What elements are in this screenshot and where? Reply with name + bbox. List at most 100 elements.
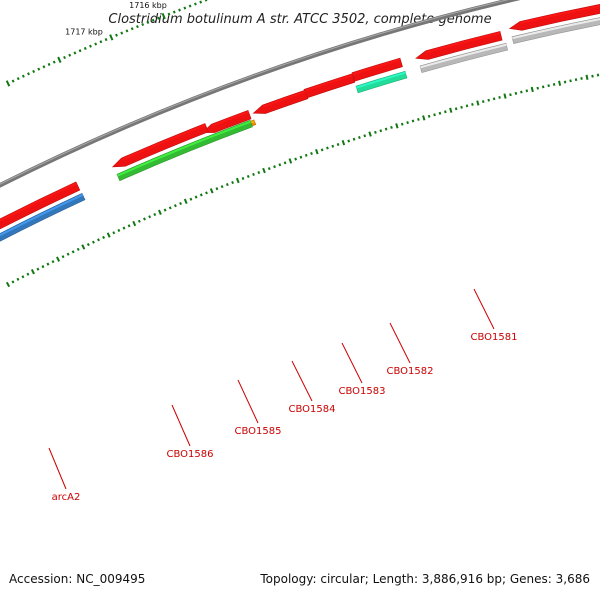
ruler-minor-tick: [487, 98, 490, 102]
ruler-minor-tick: [151, 18, 155, 22]
ruler-major-tick: [106, 232, 111, 238]
ruler-minor-tick: [273, 165, 276, 169]
map-title: Clostridium botulinum A str. ATCC 3502, …: [108, 12, 491, 27]
ruler-minor-tick: [172, 10, 176, 14]
ruler-minor-tick: [76, 247, 80, 251]
ruler-minor-tick: [94, 42, 98, 46]
ruler-minor-tick: [225, 183, 229, 187]
ruler-minor-tick: [167, 12, 171, 16]
ruler-minor-tick: [83, 46, 87, 50]
ruler-minor-tick: [492, 97, 496, 101]
ruler-minor-tick: [46, 262, 50, 266]
ruler-minor-tick: [278, 163, 282, 167]
ruler-minor-tick: [32, 69, 36, 74]
genome-backbone: [0, 0, 522, 188]
ruler-minor-tick: [120, 31, 124, 35]
ruler-minor-tick: [347, 139, 351, 143]
ruler-major-tick: [288, 158, 293, 164]
ruler-minor-tick: [91, 240, 95, 244]
ruler-minor-tick: [16, 77, 20, 81]
ruler-major-tick: [422, 115, 426, 121]
ruler-minor-tick: [127, 224, 131, 228]
ruler-minor-tick: [326, 146, 329, 150]
ruler-minor-tick: [168, 206, 172, 210]
ruler-minor-tick: [71, 250, 75, 254]
gene-leader-line: [171, 404, 191, 447]
accession-text: Accession: NC_009495: [9, 572, 146, 586]
ruler-minor-tick: [36, 267, 40, 271]
ruler-minor-tick: [580, 77, 583, 80]
ruler-minor-tick: [189, 197, 193, 201]
ruler-minor-tick: [252, 172, 255, 177]
ruler-minor-tick: [153, 212, 157, 217]
ruler-minor-tick: [178, 8, 181, 12]
cds-arrow-CBO1583: [303, 73, 356, 99]
ruler-minor-tick: [205, 191, 208, 195]
ruler-minor-tick: [115, 33, 118, 37]
ruler-minor-tick: [283, 161, 287, 165]
cds-arrow-arcA2: [0, 181, 81, 230]
ruler-minor-tick: [179, 201, 182, 206]
ruler-minor-tick: [310, 151, 313, 155]
gene-bar-teal-highlight: [356, 71, 406, 89]
ruler-minor-tick: [400, 122, 404, 126]
ruler-major-tick: [132, 220, 137, 227]
feature-track: [0, 3, 600, 242]
ruler-minor-tick: [352, 137, 356, 141]
ruler-minor-tick: [21, 74, 25, 78]
gene-leader-line: [237, 379, 259, 424]
ruler-minor-tick: [444, 110, 447, 114]
ruler-minor-tick: [194, 195, 198, 199]
ruler-minor-tick: [78, 49, 82, 53]
ruler-minor-tick: [61, 255, 65, 259]
ruler-minor-tick: [454, 107, 458, 111]
ruler-minor-tick: [183, 6, 187, 10]
ruler-major-tick: [158, 209, 162, 215]
ruler-minor-tick: [363, 134, 367, 138]
ruler-minor-tick: [26, 272, 30, 276]
ruler-minor-tick: [591, 74, 594, 78]
ruler-minor-tick: [199, 0, 203, 4]
ruler-minor-tick: [433, 113, 436, 117]
ruler-minor-tick: [42, 65, 46, 69]
ruler-minor-tick: [41, 265, 45, 269]
ruler-minor-tick: [267, 167, 271, 171]
kbp-ruler: 1710 kbp1711 kbp1712 kbp1713 kbp1714 kbp…: [5, 0, 600, 288]
ruler-major-tick: [503, 93, 507, 99]
gene-bar-green-highlight: [117, 120, 251, 177]
ruler-minor-tick: [509, 93, 512, 97]
gene-leader-line: [389, 322, 411, 364]
genome-summary-text: Topology: circular; Length: 3,886,916 bp…: [260, 572, 590, 586]
ruler-minor-tick: [336, 142, 340, 146]
ruler-minor-tick: [231, 180, 234, 185]
gene-label-cbo1585: CBO1585: [235, 426, 282, 437]
ruler-minor-tick: [541, 85, 545, 89]
ruler-minor-tick: [525, 89, 529, 93]
ruler-minor-tick: [215, 187, 219, 191]
ruler-minor-tick: [63, 55, 66, 60]
gene-bar-blue-highlight: [0, 193, 84, 237]
ruler-minor-tick: [246, 174, 250, 179]
ruler-minor-tick: [204, 0, 208, 2]
ruler-minor-tick: [68, 53, 72, 57]
cds-arrow-CBO1582: [351, 57, 403, 82]
ruler-minor-tick: [299, 155, 303, 159]
gene-leader-line: [341, 342, 363, 384]
ruler-minor-tick: [536, 86, 539, 90]
gene-bar-gray-2-highlight: [420, 43, 507, 69]
ruler-minor-tick: [130, 27, 134, 31]
ruler-minor-tick: [406, 121, 409, 125]
ruler-minor-tick: [66, 252, 70, 256]
cds-arrow-CBO1585-highlight: [211, 110, 249, 127]
ruler-minor-tick: [438, 111, 442, 115]
ruler-minor-tick: [117, 228, 121, 232]
ruler-major-tick: [341, 140, 346, 146]
gene-label-arca2: arcA2: [52, 492, 81, 503]
ruler-major-tick: [5, 281, 11, 288]
ruler-minor-tick: [241, 176, 245, 181]
ruler-minor-tick: [331, 144, 335, 148]
ruler-minor-tick: [51, 260, 55, 264]
ruler-major-tick: [449, 107, 453, 113]
ruler-minor-tick: [390, 125, 393, 129]
cds-arrow-CBO1584-highlight: [262, 90, 306, 108]
